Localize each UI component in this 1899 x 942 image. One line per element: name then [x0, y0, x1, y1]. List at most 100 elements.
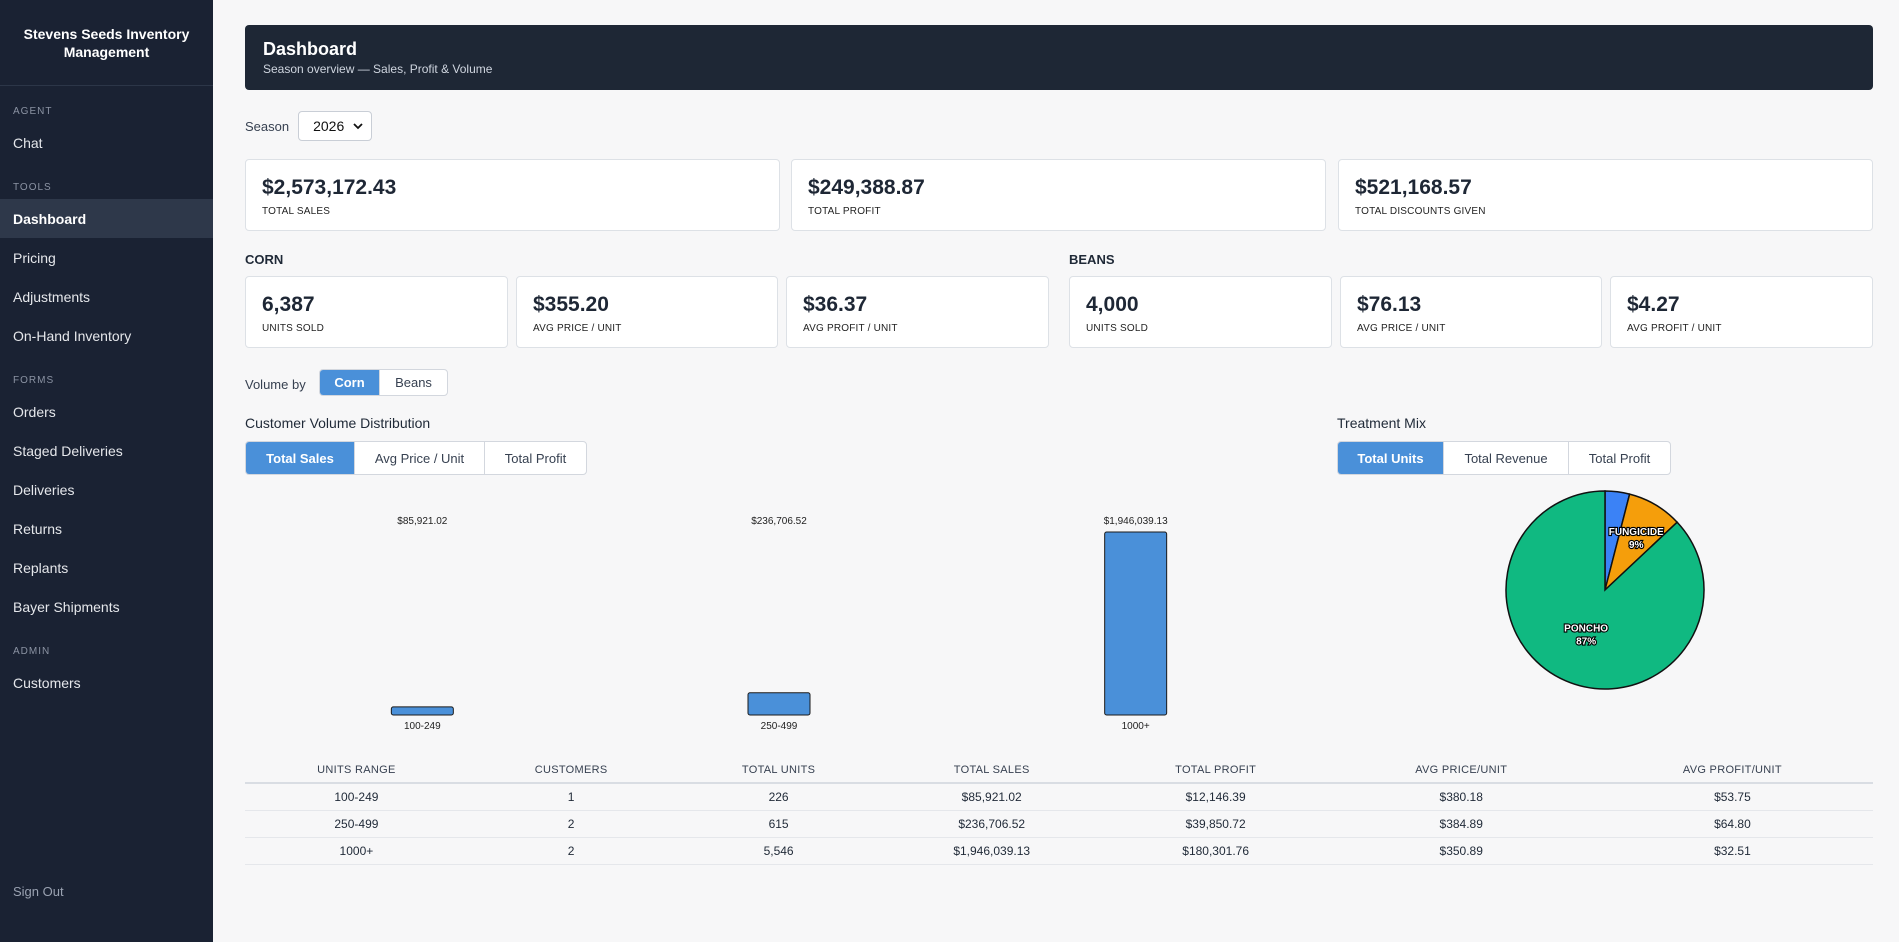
- distribution-metric-tabs: Total Sales Avg Price / Unit Total Profi…: [245, 441, 587, 475]
- volume-table: UNITS RANGE CUSTOMERS TOTAL UNITS TOTAL SAL…: [245, 757, 1873, 865]
- bar-1000: [1104, 531, 1168, 716]
- nav-section-agent: AGENT: [13, 106, 53, 117]
- column-header-customers: CUSTOMERS: [467, 757, 675, 784]
- page-subtitle: Season overview — Sales, Profit & Volume: [263, 62, 493, 76]
- corn-avg-price-value: $355.20: [533, 293, 609, 316]
- table-cell: $180,301.76: [1100, 837, 1331, 865]
- treatment-metric-tabs: Total Units Total Revenue Total Profit: [1337, 441, 1671, 475]
- beans-units-label: UNITS SOLD: [1086, 323, 1149, 334]
- pie-slice-pct: 9%: [1629, 540, 1644, 551]
- table-cell: 2: [467, 810, 675, 838]
- tab-total-profit[interactable]: Total Profit: [504, 450, 567, 466]
- bar-data-label: $1,946,039.13: [1104, 516, 1168, 527]
- sidebar-item-bayer-shipments[interactable]: Bayer Shipments: [13, 598, 120, 615]
- page-header: Dashboard Season overview — Sales, Profi…: [245, 25, 1873, 90]
- tab-total-revenue[interactable]: Total Revenue: [1444, 442, 1569, 474]
- table-cell: 226: [674, 783, 883, 811]
- beans-avg-price-label: AVG PRICE / UNIT: [1357, 323, 1446, 334]
- total-profit-card: $249,388.87 TOTAL PROFIT: [791, 159, 1326, 231]
- total-profit-value: $249,388.87: [808, 176, 925, 199]
- total-sales-label: TOTAL SALES: [262, 206, 331, 217]
- table-cell: $384.89: [1330, 810, 1592, 838]
- table-cell: 2: [467, 837, 675, 865]
- table-row: 1000+ 2 5,546 $1,946,039.13 $180,301.76 $350.…: [245, 837, 1873, 865]
- treatment-mix-title: Treatment Mix: [1337, 415, 1426, 431]
- volume-by-corn-button[interactable]: Corn: [320, 370, 380, 395]
- sidebar-item-returns[interactable]: Returns: [13, 520, 63, 537]
- sidebar-item-on-hand-inventory[interactable]: On-Hand Inventory: [13, 327, 132, 344]
- table-header-row: UNITS RANGE CUSTOMERS TOTAL UNITS TOTAL SAL…: [245, 757, 1873, 784]
- table-cell: $64.80: [1591, 810, 1873, 838]
- season-selected-value: 2026: [313, 118, 345, 134]
- sidebar: Stevens Seeds Inventory Management AGENT…: [0, 0, 213, 942]
- season-row: Season 2026: [245, 111, 373, 141]
- bar-category-label: 1000+: [1122, 721, 1150, 732]
- season-label: Season: [245, 118, 290, 134]
- pie-slice-poncho: [1505, 490, 1705, 690]
- total-sales-value: $2,573,172.43: [262, 176, 397, 199]
- beans-section-title: BEANS: [1069, 252, 1115, 267]
- table-row: 250-499 2 615 $236,706.52 $39,850.72 $384.89 $…: [245, 810, 1873, 838]
- volume-by-beans-button[interactable]: Beans: [395, 375, 432, 390]
- table-cell: 1: [467, 783, 675, 811]
- sidebar-item-orders[interactable]: Orders: [13, 403, 56, 420]
- distribution-chart-title: Customer Volume Distribution: [245, 415, 431, 431]
- sidebar-nav: AGENT Chat TOOLS Dashboard Pricing Adjustment…: [0, 106, 213, 702]
- sidebar-item-chat[interactable]: Chat: [13, 134, 43, 151]
- pie-slice-label: PONCHO: [1564, 624, 1608, 635]
- sidebar-item-customers[interactable]: Customers: [13, 674, 81, 691]
- table-cell: $39,850.72: [1100, 810, 1331, 838]
- sidebar-item-staged-deliveries[interactable]: Staged Deliveries: [13, 442, 123, 459]
- sign-out-link[interactable]: Sign Out: [13, 884, 64, 899]
- chevron-down-icon: [353, 122, 363, 129]
- season-select[interactable]: 2026: [298, 111, 373, 141]
- page-title: Dashboard: [263, 39, 358, 59]
- table-cell: $32.51: [1591, 837, 1873, 865]
- corn-units-card: 6,387 UNITS SOLD: [245, 276, 508, 348]
- sidebar-item-pricing[interactable]: Pricing: [13, 249, 56, 266]
- table-cell: $12,146.39: [1100, 783, 1331, 811]
- volume-distribution-bar-chart: $85,921.02 100-249 $236,706.52 250-499 $1,94…: [390, 516, 1168, 732]
- total-discounts-label: TOTAL DISCOUNTS GIVEN: [1355, 206, 1486, 217]
- table-cell: $53.75: [1591, 783, 1873, 811]
- sidebar-item-adjustments[interactable]: Adjustments: [13, 288, 91, 305]
- tab-total-sales[interactable]: Total Sales: [246, 442, 355, 474]
- nav-section-tools: TOOLS: [13, 182, 52, 193]
- column-header-total-sales: TOTAL SALES: [882, 757, 1101, 784]
- tab-treatment-total-profit[interactable]: Total Profit: [1588, 450, 1651, 466]
- table-body: 100-249 1 226 $85,921.02 $12,146.39 $380.18 $5…: [245, 783, 1873, 865]
- tab-total-units[interactable]: Total Units: [1338, 442, 1444, 474]
- corn-units-value: 6,387: [262, 293, 315, 316]
- sidebar-item-replants[interactable]: Replants: [13, 559, 69, 576]
- sidebar-item-deliveries[interactable]: Deliveries: [13, 481, 75, 498]
- sidebar-item-dashboard[interactable]: Dashboard: [0, 199, 213, 238]
- tab-avg-price-unit[interactable]: Avg Price / Unit: [355, 442, 485, 474]
- total-discounts-card: $521,168.57 TOTAL DISCOUNTS GIVEN: [1338, 159, 1873, 231]
- corn-avg-price-card: $355.20 AVG PRICE / UNIT: [516, 276, 778, 348]
- bar-data-label: $85,921.02: [397, 516, 447, 527]
- pie-slice-label: FUNGICIDE: [1609, 527, 1664, 538]
- corn-avg-price-label: AVG PRICE / UNIT: [533, 323, 622, 334]
- corn-avg-profit-value: $36.37: [803, 293, 868, 316]
- total-sales-card: $2,573,172.43 TOTAL SALES: [245, 159, 780, 231]
- corn-avg-profit-card: $36.37 AVG PROFIT / UNIT: [786, 276, 1049, 348]
- table-cell: 1000+: [245, 837, 468, 865]
- column-header-avg-price-unit: AVG PRICE/UNIT: [1330, 757, 1592, 784]
- pie-slice-pct: 87%: [1576, 637, 1596, 648]
- column-header-total-units: TOTAL UNITS: [674, 757, 883, 784]
- column-header-units-range: UNITS RANGE: [245, 757, 468, 784]
- table-cell: $380.18: [1330, 783, 1592, 811]
- table-cell: $350.89: [1330, 837, 1592, 865]
- beans-avg-profit-label: AVG PROFIT / UNIT: [1627, 323, 1722, 334]
- corn-units-label: UNITS SOLD: [262, 323, 325, 334]
- column-header-avg-profit-unit: AVG PROFIT/UNIT: [1591, 757, 1873, 784]
- corn-avg-profit-label: AVG PROFIT / UNIT: [803, 323, 898, 334]
- bar-250-499: [747, 692, 811, 716]
- column-header-total-profit: TOTAL PROFIT: [1100, 757, 1331, 784]
- table-cell: 5,546: [674, 837, 883, 865]
- nav-section-forms: FORMS: [13, 375, 55, 386]
- table-cell: $236,706.52: [882, 810, 1101, 838]
- corn-section-title: CORN: [245, 252, 284, 267]
- beans-units-card: 4,000 UNITS SOLD: [1069, 276, 1332, 348]
- beans-avg-profit-card: $4.27 AVG PROFIT / UNIT: [1610, 276, 1873, 348]
